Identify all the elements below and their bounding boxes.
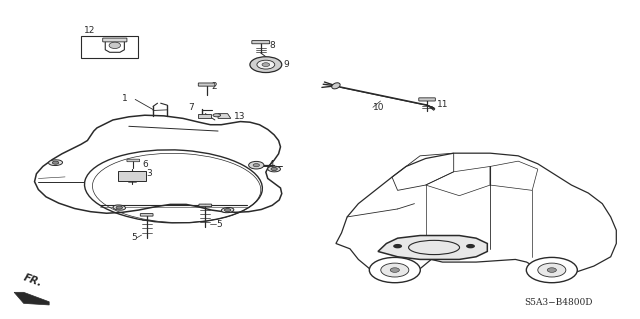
Ellipse shape <box>332 83 340 89</box>
FancyBboxPatch shape <box>198 114 211 118</box>
Circle shape <box>466 244 475 249</box>
Text: 1: 1 <box>122 94 127 103</box>
Text: 6: 6 <box>143 160 148 169</box>
Text: FR.: FR. <box>22 272 44 288</box>
Circle shape <box>52 161 59 164</box>
Polygon shape <box>218 114 231 118</box>
Text: 4: 4 <box>269 160 275 169</box>
FancyBboxPatch shape <box>140 214 153 216</box>
Text: 5: 5 <box>131 233 137 242</box>
Circle shape <box>250 57 282 72</box>
Circle shape <box>248 161 264 169</box>
Circle shape <box>116 206 122 209</box>
FancyBboxPatch shape <box>199 204 212 207</box>
FancyBboxPatch shape <box>118 171 146 181</box>
Circle shape <box>271 167 277 171</box>
Polygon shape <box>14 292 49 305</box>
Ellipse shape <box>113 205 125 210</box>
Ellipse shape <box>268 166 280 172</box>
Text: 10: 10 <box>373 103 385 112</box>
FancyBboxPatch shape <box>198 83 215 86</box>
Text: S5A3−B4800D: S5A3−B4800D <box>525 298 593 307</box>
Circle shape <box>381 263 409 277</box>
Circle shape <box>262 63 269 67</box>
Text: 12: 12 <box>84 26 95 35</box>
Bar <box>81 36 138 58</box>
Text: 5: 5 <box>216 220 222 229</box>
Text: 13: 13 <box>234 112 246 121</box>
Ellipse shape <box>49 160 63 166</box>
Circle shape <box>225 209 231 212</box>
Circle shape <box>526 257 577 283</box>
FancyBboxPatch shape <box>102 38 127 42</box>
Circle shape <box>538 263 566 277</box>
Circle shape <box>390 268 399 272</box>
Circle shape <box>393 244 402 249</box>
Circle shape <box>253 164 259 167</box>
Circle shape <box>369 257 420 283</box>
Ellipse shape <box>213 114 221 117</box>
FancyBboxPatch shape <box>419 98 435 101</box>
Circle shape <box>547 268 556 272</box>
Text: 8: 8 <box>269 41 275 50</box>
Text: 2: 2 <box>212 82 218 91</box>
FancyBboxPatch shape <box>252 41 269 44</box>
Circle shape <box>257 60 275 69</box>
Polygon shape <box>378 235 487 259</box>
FancyBboxPatch shape <box>127 159 140 162</box>
Text: 7: 7 <box>188 103 194 113</box>
Text: 11: 11 <box>436 100 448 109</box>
Ellipse shape <box>109 42 120 48</box>
Text: 3: 3 <box>147 169 152 178</box>
Text: 9: 9 <box>284 60 289 69</box>
Ellipse shape <box>221 207 234 213</box>
